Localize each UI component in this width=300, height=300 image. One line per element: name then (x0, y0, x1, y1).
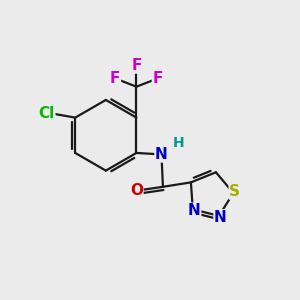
Text: F: F (131, 58, 142, 73)
Text: F: F (152, 71, 163, 86)
Text: N: N (155, 147, 168, 162)
Text: H: H (173, 136, 184, 150)
Text: O: O (130, 183, 143, 198)
Text: N: N (188, 203, 201, 218)
Text: N: N (214, 210, 227, 225)
Text: Cl: Cl (38, 106, 55, 121)
Text: F: F (110, 71, 120, 86)
Text: S: S (229, 184, 240, 199)
